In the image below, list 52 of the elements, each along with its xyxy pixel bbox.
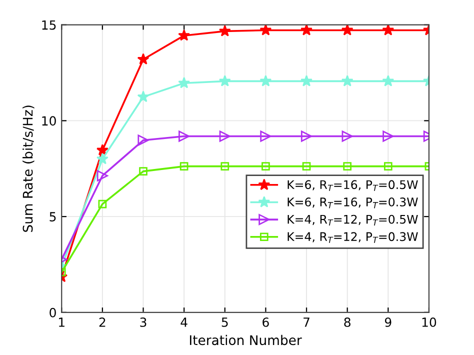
point: [138, 134, 149, 146]
x-tick-label: 4: [180, 318, 188, 327]
legend-label: K=4, R$_{T}$=12, P$_{T}$=0.5W: [288, 214, 418, 226]
point: [341, 74, 354, 86]
x-tick-label: 1: [59, 318, 64, 327]
point: [219, 130, 230, 142]
x-tick-label: 5: [222, 318, 228, 327]
x-tick-label: 7: [304, 318, 310, 327]
legend-label: K=6, R$_{T}$=16, P$_{T}$=0.5W: [288, 180, 418, 191]
point: [262, 162, 270, 170]
point: [137, 90, 150, 102]
point: [178, 29, 190, 41]
point: [260, 74, 272, 86]
x-tick-label: 9: [384, 317, 392, 327]
point: [260, 130, 272, 142]
point: [302, 162, 311, 170]
point: [300, 74, 312, 86]
point: [139, 167, 148, 176]
point: [300, 130, 312, 142]
y-tick-label: 0: [50, 308, 56, 318]
point: [180, 162, 188, 170]
x-tick-label: 2: [99, 317, 106, 327]
y-axis-title: Sum Rate (bit/s/Hz): [22, 106, 34, 232]
x-tick-label: 6: [262, 317, 269, 327]
x-tick-label: 10: [422, 317, 436, 327]
y-tick-label: 5: [50, 212, 56, 222]
y-tick-label: 10: [42, 116, 56, 126]
point: [178, 76, 190, 88]
legend-label: K=6, R$_{T}$=16, P$_{T}$=0.3W: [288, 197, 418, 208]
x-tick-label: 3: [140, 317, 146, 327]
point: [384, 162, 392, 170]
point: [98, 200, 107, 208]
x-tick-label: 8: [344, 317, 350, 327]
point: [342, 130, 353, 142]
point: [220, 162, 230, 170]
point: [178, 130, 190, 142]
point: [341, 24, 354, 36]
point: [96, 144, 108, 156]
point: [218, 24, 231, 36]
legend-label: K=4, R$_{T}$=12, P$_{T}$=0.3W: [288, 232, 418, 243]
y-tick-label: 15: [42, 20, 56, 30]
point: [96, 152, 108, 164]
point: [96, 170, 108, 182]
point: [382, 130, 394, 142]
point: [382, 74, 394, 86]
point: [382, 24, 394, 36]
x-axis-title: Iteration Number: [190, 334, 302, 346]
point: [300, 24, 312, 36]
point: [137, 53, 150, 65]
point: [260, 24, 272, 36]
point: [218, 74, 231, 86]
point: [343, 162, 352, 170]
